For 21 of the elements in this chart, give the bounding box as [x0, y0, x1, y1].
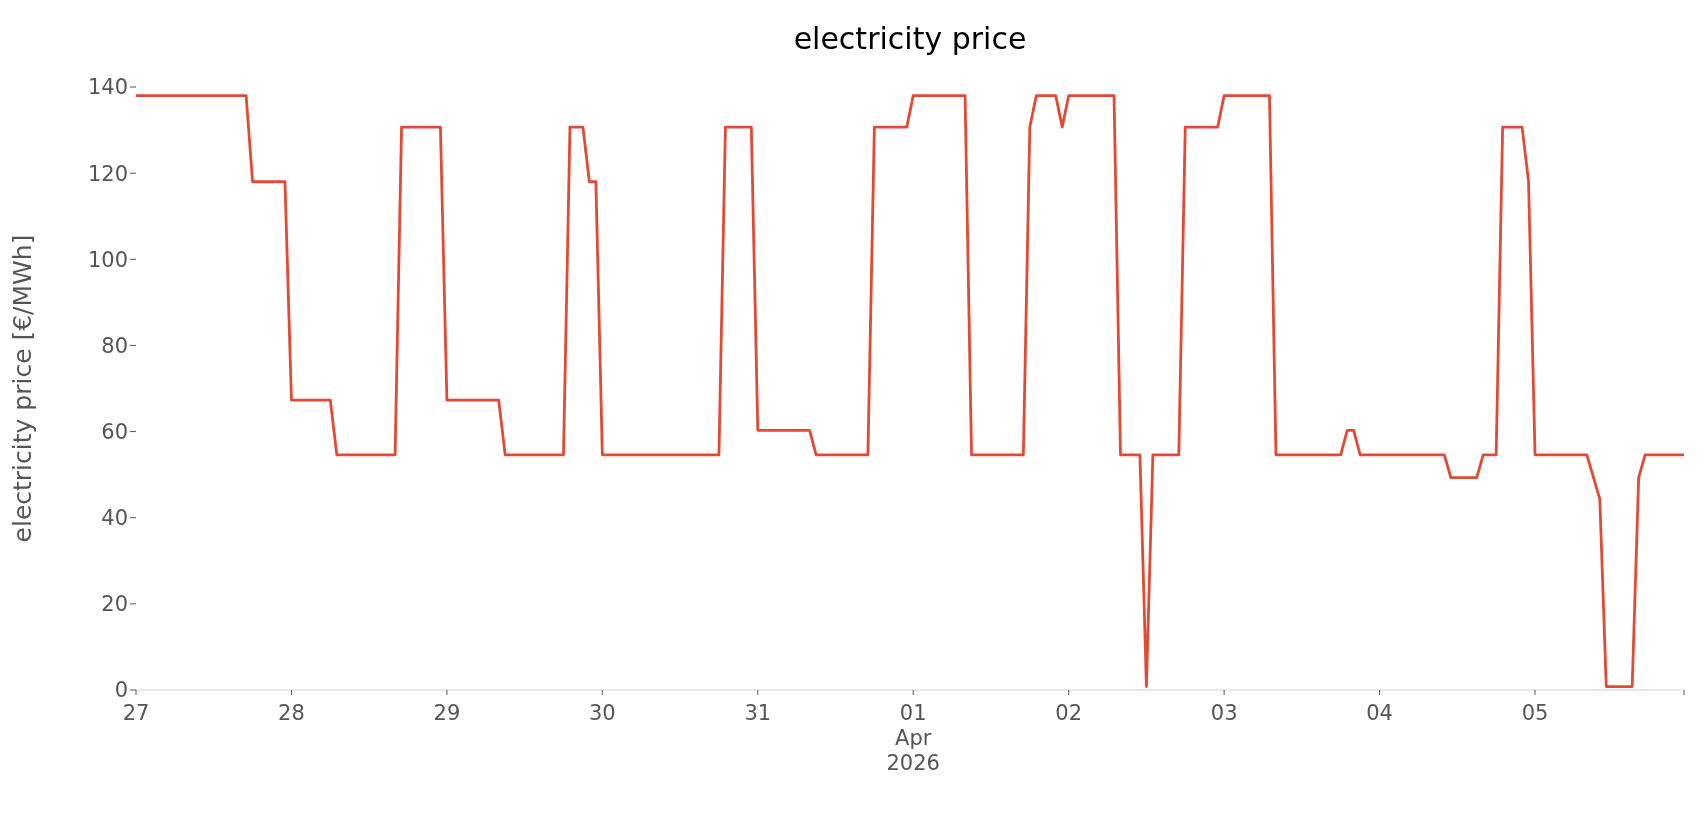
- x-tick-label: 05: [1521, 700, 1549, 725]
- x-tick-label: 28: [278, 700, 305, 725]
- x-tick-label: 02: [1055, 700, 1083, 725]
- x-tick-label: 04: [1366, 700, 1393, 725]
- y-tick-label: 40: [101, 506, 128, 531]
- chart-title: electricity price: [792, 20, 1028, 58]
- y-tick-label: 60: [101, 420, 128, 445]
- y-tick-label: 100: [87, 247, 128, 272]
- x-tick-label: 27: [122, 700, 150, 725]
- y-axis-title: electricity price [€/MWh]: [7, 234, 37, 543]
- x-tick-label: 31: [744, 700, 772, 725]
- x-tick-label: 03: [1210, 700, 1238, 725]
- y-tick-label: 120: [87, 161, 128, 186]
- x-tick-label: 01 Apr 2026: [886, 700, 940, 776]
- y-tick-label: 140: [87, 75, 128, 100]
- line-series: [136, 94, 1684, 688]
- y-tick-label: 20: [101, 592, 128, 617]
- x-tick-label: 29: [433, 700, 461, 725]
- y-tick-label: 80: [101, 333, 128, 358]
- x-tick-label: 30: [588, 700, 616, 725]
- y-tick-label: 0: [114, 678, 128, 703]
